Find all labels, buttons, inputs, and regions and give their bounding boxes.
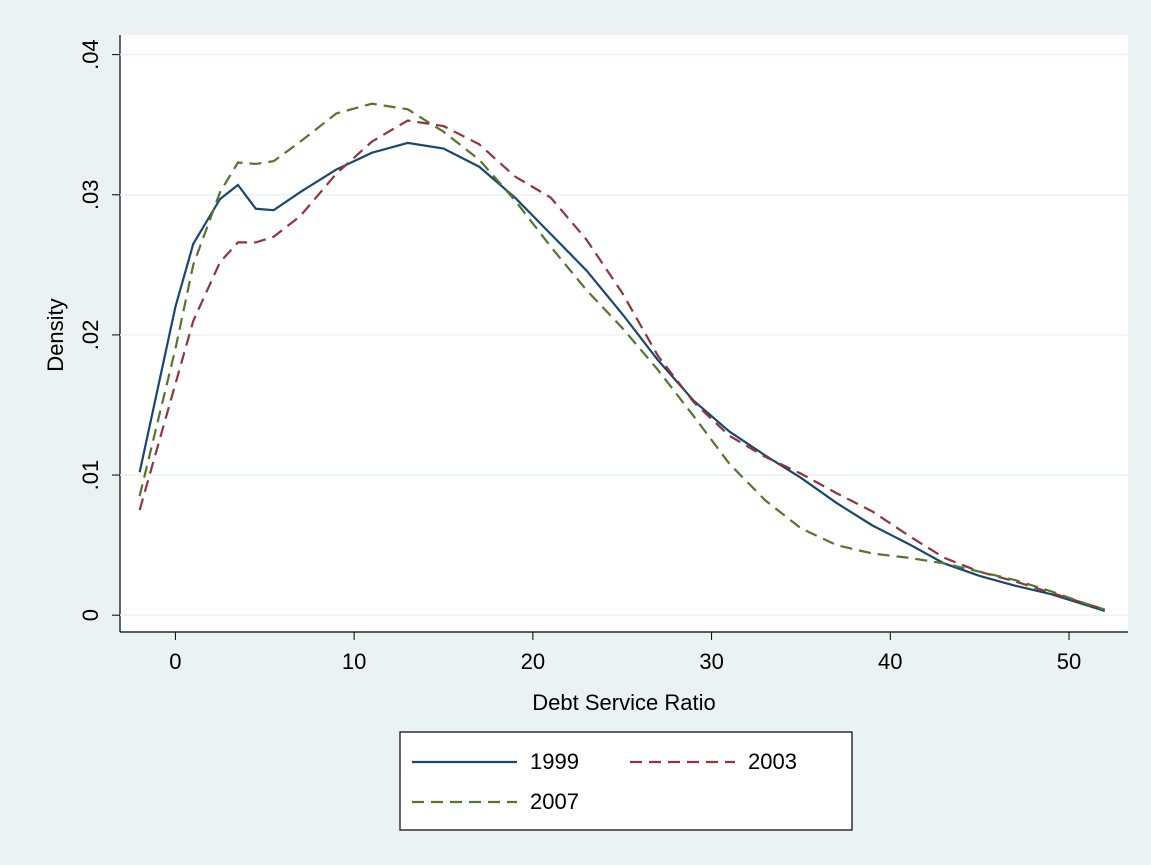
x-tick-label: 0	[169, 649, 181, 674]
legend-label: 1999	[530, 749, 579, 774]
plot-area	[120, 35, 1128, 632]
y-tick-label: .02	[78, 320, 103, 351]
y-axis-title: Density	[43, 298, 68, 371]
series-line	[138, 102, 1106, 611]
y-tick-label: .03	[78, 179, 103, 210]
y-tick-label: .01	[78, 460, 103, 491]
y-tick-label: .04	[78, 39, 103, 70]
x-tick-label: 30	[699, 649, 723, 674]
x-tick-label: 20	[521, 649, 545, 674]
legend-label: 2003	[748, 749, 797, 774]
x-tick-label: 50	[1057, 649, 1081, 674]
x-tick-label: 40	[878, 649, 902, 674]
x-tick-label: 10	[342, 649, 366, 674]
legend-box	[399, 731, 853, 831]
series-line	[138, 119, 1106, 611]
x-axis-title: Debt Service Ratio	[532, 690, 715, 715]
y-tick-label: 0	[78, 609, 103, 621]
legend-label: 2007	[530, 789, 579, 814]
